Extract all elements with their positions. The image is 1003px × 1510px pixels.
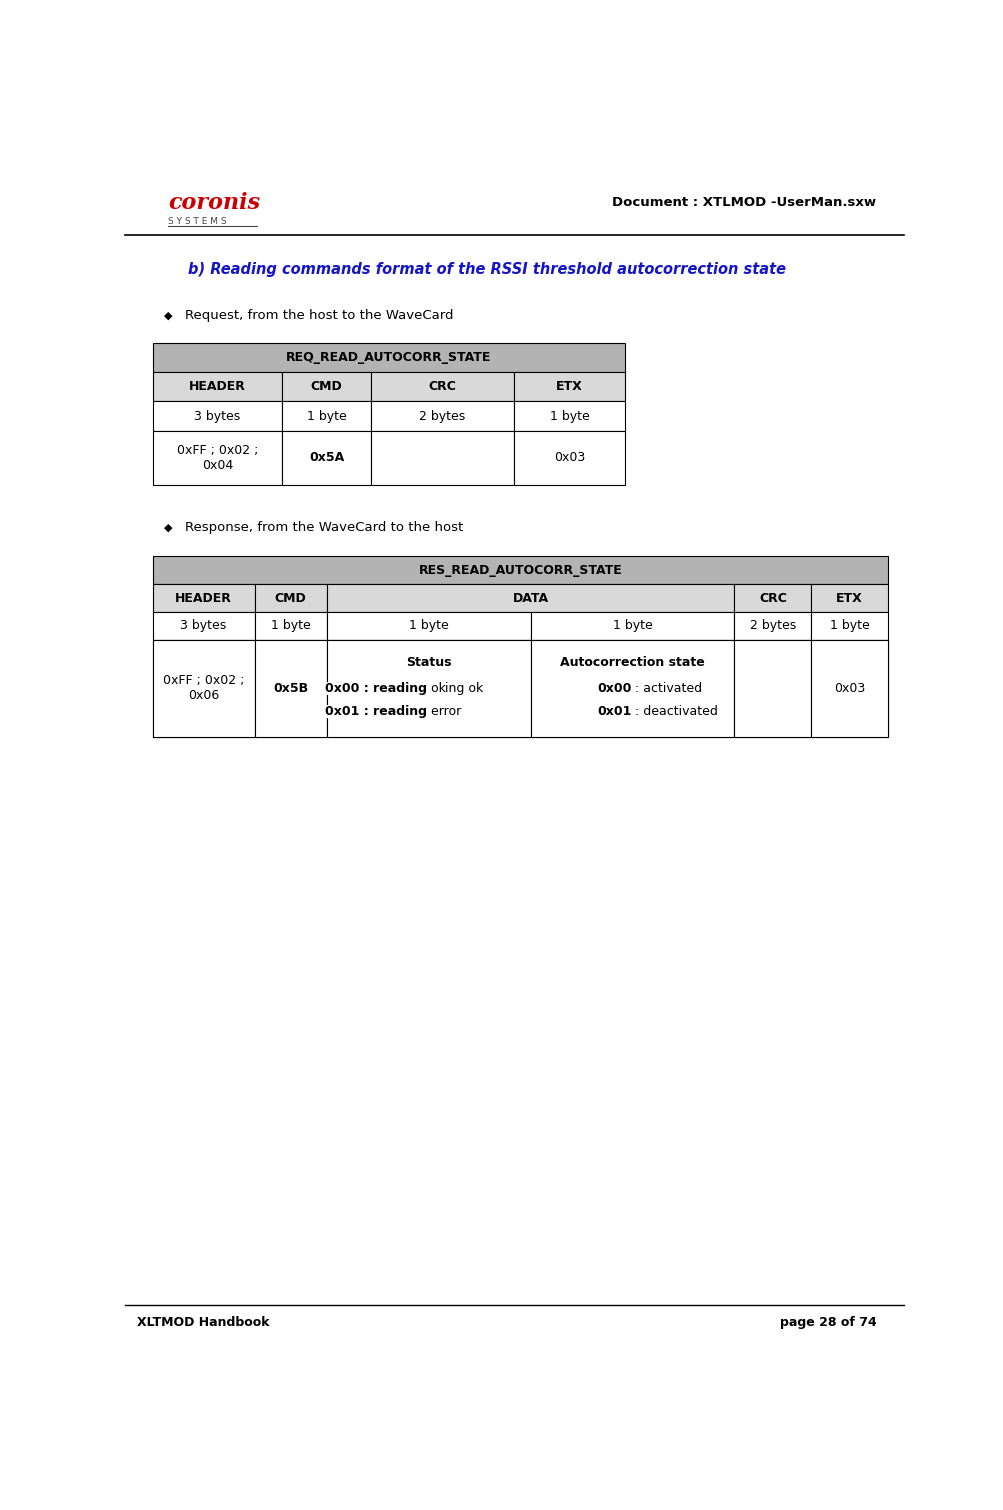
- Bar: [733, 584, 810, 612]
- Bar: [152, 584, 255, 612]
- Text: 0xFF ; 0x02 ;
0x04: 0xFF ; 0x02 ; 0x04: [177, 444, 258, 471]
- Bar: [152, 640, 888, 737]
- Bar: [530, 640, 733, 737]
- Text: error: error: [427, 705, 461, 717]
- Bar: [810, 612, 888, 640]
- Text: 1 byte: 1 byte: [550, 409, 589, 423]
- Bar: [152, 402, 282, 430]
- Bar: [733, 612, 810, 640]
- Bar: [152, 371, 282, 402]
- Bar: [371, 371, 514, 402]
- Text: Response, from the WaveCard to the host: Response, from the WaveCard to the host: [185, 521, 463, 533]
- Bar: [810, 584, 888, 612]
- Text: page 28 of 74: page 28 of 74: [779, 1315, 876, 1329]
- Text: 0x00 : reading: 0x00 : reading: [325, 681, 427, 695]
- Bar: [810, 640, 888, 737]
- Text: REQ_READ_AUTOCORR_STATE: REQ_READ_AUTOCORR_STATE: [286, 350, 491, 364]
- Bar: [255, 584, 326, 612]
- Text: HEADER: HEADER: [189, 381, 246, 393]
- Bar: [514, 402, 625, 430]
- Bar: [152, 430, 282, 485]
- Text: CRC: CRC: [428, 381, 456, 393]
- Text: 0x01: 0x01: [597, 705, 631, 717]
- Text: 0x03: 0x03: [554, 451, 585, 464]
- Text: 3 bytes: 3 bytes: [194, 409, 240, 423]
- Bar: [371, 430, 514, 485]
- Text: coronis: coronis: [168, 192, 260, 214]
- Text: 1 byte: 1 byte: [828, 619, 869, 633]
- Text: 1 byte: 1 byte: [271, 619, 310, 633]
- Text: 1 byte: 1 byte: [306, 409, 346, 423]
- Bar: [255, 612, 326, 640]
- Bar: [514, 430, 625, 485]
- Text: 2 bytes: 2 bytes: [749, 619, 795, 633]
- Text: 1 byte: 1 byte: [612, 619, 652, 633]
- Bar: [326, 584, 733, 612]
- Bar: [282, 430, 371, 485]
- Bar: [326, 640, 530, 737]
- Text: CRC: CRC: [758, 592, 786, 604]
- Text: ◆: ◆: [163, 311, 173, 322]
- Text: Status: Status: [405, 657, 451, 669]
- Bar: [152, 343, 625, 371]
- Bar: [530, 612, 733, 640]
- Text: 2 bytes: 2 bytes: [419, 409, 465, 423]
- Bar: [282, 402, 371, 430]
- Text: S Y S T E M S: S Y S T E M S: [168, 217, 227, 225]
- Text: ok: ok: [427, 681, 446, 695]
- Text: ETX: ETX: [835, 592, 863, 604]
- Text: : deactivated: : deactivated: [631, 705, 717, 717]
- Text: CMD: CMD: [310, 381, 342, 393]
- Text: Request, from the host to the WaveCard: Request, from the host to the WaveCard: [185, 310, 453, 323]
- Bar: [733, 640, 810, 737]
- Text: CMD: CMD: [275, 592, 306, 604]
- Bar: [152, 556, 888, 584]
- Text: 0x01 : reading: 0x01 : reading: [325, 705, 427, 717]
- Text: ETX: ETX: [556, 381, 583, 393]
- Bar: [326, 612, 530, 640]
- Text: RES_READ_AUTOCORR_STATE: RES_READ_AUTOCORR_STATE: [418, 563, 622, 577]
- Text: Document : XTLMOD -UserMan.sxw: Document : XTLMOD -UserMan.sxw: [612, 196, 876, 210]
- Text: ◆: ◆: [163, 522, 173, 532]
- Text: 1 byte: 1 byte: [408, 619, 448, 633]
- Text: 0x03: 0x03: [833, 681, 865, 695]
- Bar: [514, 371, 625, 402]
- Text: : activated: : activated: [631, 681, 702, 695]
- Text: 0x5A: 0x5A: [309, 451, 344, 464]
- Text: HEADER: HEADER: [175, 592, 232, 604]
- Text: 0x00 : reading ok: 0x00 : reading ok: [373, 681, 483, 695]
- Text: 0x00: 0x00: [597, 681, 631, 695]
- Bar: [152, 640, 255, 737]
- Bar: [152, 612, 255, 640]
- Text: XLTMOD Handbook: XLTMOD Handbook: [137, 1315, 270, 1329]
- Text: Autocorrection state: Autocorrection state: [560, 657, 704, 669]
- Bar: [371, 402, 514, 430]
- Bar: [282, 371, 371, 402]
- Bar: [255, 640, 326, 737]
- Text: b) Reading commands format of the RSSI threshold autocorrection state: b) Reading commands format of the RSSI t…: [188, 263, 784, 278]
- Text: 0xFF ; 0x02 ;
0x06: 0xFF ; 0x02 ; 0x06: [162, 673, 244, 702]
- Text: DATA: DATA: [512, 592, 548, 604]
- Text: 0x5B: 0x5B: [273, 681, 308, 695]
- Text: 3 bytes: 3 bytes: [181, 619, 227, 633]
